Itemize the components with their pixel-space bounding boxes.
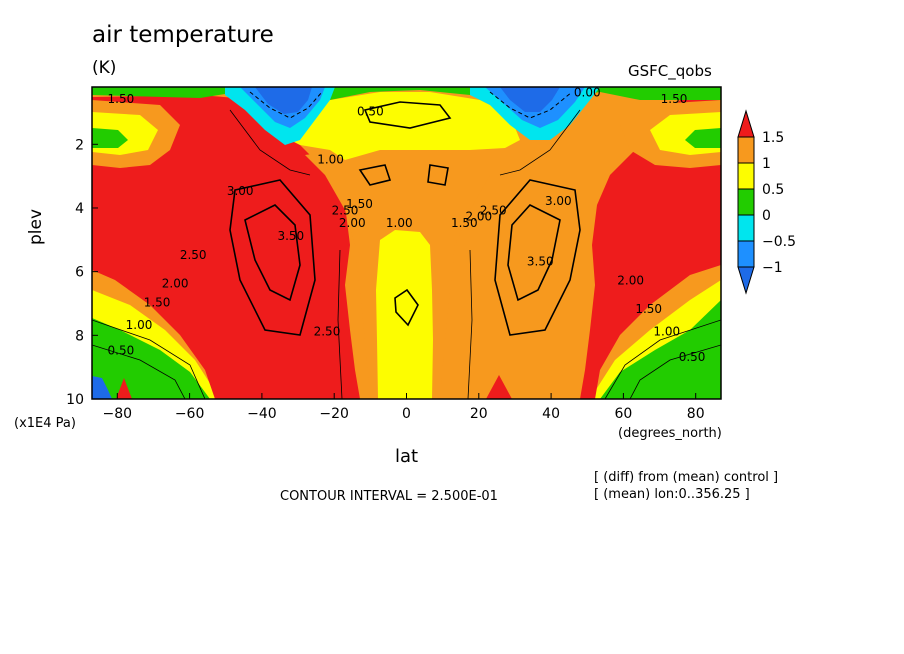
contour-label: 1.00 [126,318,153,332]
contour-label: 0.00 [574,86,601,100]
note-diff: [ (diff) from (mean) control ] [594,470,779,485]
contour-label: 3.00 [227,184,254,198]
x-tick-label: 60 [614,406,632,422]
contour-lines [229,101,581,336]
x-tick-label: 80 [687,406,705,422]
contour-label: 2.00 [162,277,189,291]
axes: −80 −60 −40 −20 0 20 40 60 80 2 4 6 8 10 [66,137,704,422]
y-tick-label: 8 [75,328,84,344]
colorbar-bin-green [737,188,755,216]
x-tick-label: −20 [319,406,349,422]
contour-interval-label: CONTOUR INTERVAL = 2.500E-01 [280,489,498,504]
x-axis-label: lat [395,446,419,467]
x-tick-label: −80 [103,406,133,422]
fill-green-right-corner [685,128,721,148]
colorbar-bin-blue [737,240,755,268]
fill-red-spike-3 [486,375,512,399]
colorbar-tick-label: −0.5 [762,234,796,250]
y-tick-label: 6 [75,265,84,281]
fill-blue-bottom-left [92,376,112,399]
x-tick-label: −60 [175,406,205,422]
fill-yellow-center [290,92,520,160]
contour-label: 3.50 [277,229,304,243]
contour-lines-dashed [249,91,573,119]
contour-label: 2.50 [480,203,507,217]
colorbar-tick-label: 1 [762,156,771,172]
contour-label: 0.50 [108,343,135,357]
note-mean: [ (mean) lon:0..356.25 ] [594,487,750,502]
y-axis-unit: (x1E4 Pa) [14,416,76,431]
chart-title: air temperature [92,22,274,48]
units-label: (K) [92,58,117,78]
contour-label: 0.50 [357,105,384,119]
contour-label: 1.00 [317,152,344,166]
contour-label: 2.50 [314,324,341,338]
fill-dkblue-left [255,87,312,114]
contour-label: 1.50 [346,197,373,211]
contour-label: 2.50 [180,248,207,262]
y-tick-label: 10 [66,392,84,408]
contour-labels: 1.500.500.00 1.501.003.003.502.502.001.50… [108,86,706,364]
colorbar-arrow-top [737,109,755,138]
colorbar [737,109,755,295]
x-tick-label: 0 [402,406,411,422]
contour-lines-thin [92,109,721,399]
colorbar-tick-label: 0.5 [762,182,784,198]
contour-label: 3.00 [545,194,572,208]
contour-label: 0.50 [679,350,706,364]
contour-label: 1.00 [386,216,413,230]
fill-yellow-center-lower [376,230,433,399]
contour-label: 1.00 [653,324,680,338]
x-tick-label: −40 [247,406,277,422]
y-tick-label: 4 [75,201,84,217]
contour-label: 2.50 [332,203,359,217]
colorbar-bin-cyan [737,214,755,242]
contour-label: 1.50 [144,296,171,310]
contour-label: 1.50 [108,92,135,106]
contour-label: 2.00 [465,210,492,224]
contour-label: 1.50 [635,302,662,316]
contour-label: 1.50 [451,216,478,230]
contour-label: 3.50 [527,254,554,268]
colorbar-tick-label: 1.5 [762,130,784,146]
contour-label: 1.50 [661,92,688,106]
contour-label: 2.00 [617,273,644,287]
colorbar-bin-orange [737,136,755,164]
colorbar-tick-label: −1 [762,260,783,276]
x-tick-label: 40 [542,406,560,422]
model-label: GSFC_qobs [628,62,712,80]
fill-red-spike-1 [116,378,132,399]
x-tick-label: 20 [470,406,488,422]
fill-green-left-corner [92,128,128,148]
fill-red-spike-2 [300,375,326,399]
y-tick-label: 2 [75,137,84,153]
fill-dkblue-right [500,87,560,112]
colorbar-bin-yellow [737,162,755,190]
x-axis-unit: (degrees_north) [618,426,722,441]
fill-red [92,95,721,399]
colorbar-ticks: 1.5 1 0.5 0 −0.5 −1 [762,130,796,276]
colorbar-tick-label: 0 [762,208,771,224]
colorbar-arrow-bottom [737,266,755,295]
contour-fill-layer [92,87,721,399]
contour-label: 2.00 [339,216,366,230]
